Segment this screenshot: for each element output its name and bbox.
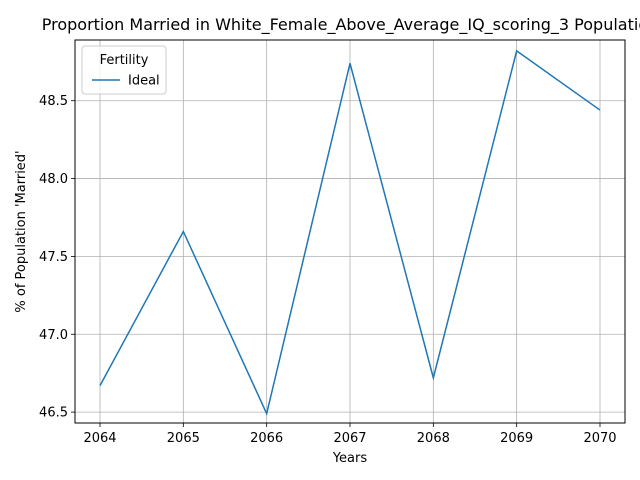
y-tick-label: 48.0 [39, 172, 68, 187]
x-tick-label: 2067 [333, 431, 366, 446]
series-line-ideal [99, 49, 601, 416]
x-tick-label: 2064 [83, 431, 116, 446]
legend-series-label: Ideal [128, 74, 160, 89]
x-axis: 2064 2065 2066 2067 2068 2069 2070 [83, 423, 617, 446]
x-tick-label: 2070 [583, 431, 616, 446]
legend: Fertility Ideal [81, 45, 167, 95]
x-tick-label: 2065 [167, 431, 200, 446]
legend-box [81, 45, 167, 95]
x-tick-label: 2066 [250, 431, 283, 446]
x-tick-label: 2069 [500, 431, 533, 446]
x-axis-label: Years [332, 451, 368, 466]
legend-title: Fertility [100, 53, 149, 68]
series-layer [99, 49, 601, 416]
y-tick-label: 48.5 [39, 94, 68, 109]
x-tick-label: 2068 [417, 431, 450, 446]
chart-title: Proportion Married in White_Female_Above… [42, 15, 640, 35]
y-axis-label: % of Population 'Married' [14, 150, 29, 312]
y-tick-label: 47.5 [39, 250, 68, 265]
y-axis: 46.5 47.0 47.5 48.0 48.5 [39, 94, 75, 421]
y-tick-label: 46.5 [39, 406, 68, 421]
y-tick-label: 47.0 [39, 328, 68, 343]
